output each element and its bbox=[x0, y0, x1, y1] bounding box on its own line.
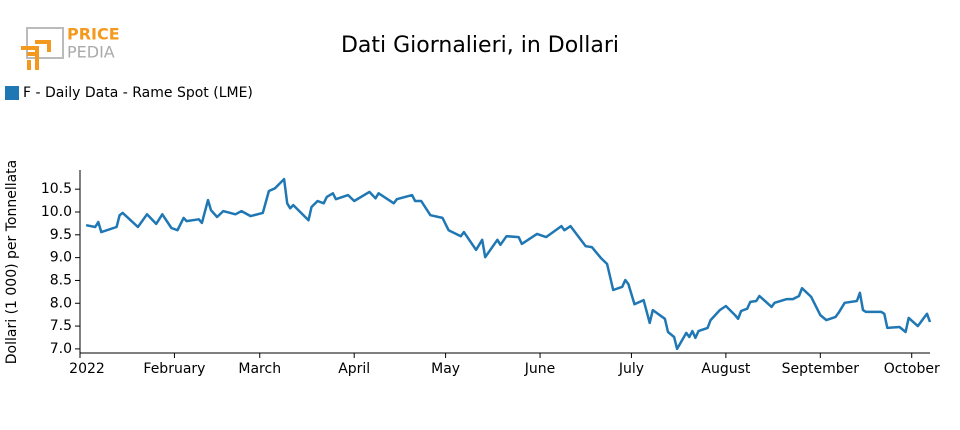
legend-label: F - Daily Data - Rame Spot (LME) bbox=[23, 85, 253, 101]
y-tick-label: 7.5 bbox=[50, 318, 72, 334]
legend-swatch bbox=[5, 86, 19, 100]
x-tick-label: April bbox=[338, 361, 370, 377]
y-tick-label: 10.0 bbox=[41, 204, 72, 220]
logo-top: PRICE bbox=[67, 25, 120, 44]
y-tick-label: 9.0 bbox=[50, 250, 72, 266]
x-tick-label: March bbox=[238, 361, 281, 377]
x-tick-label: September bbox=[782, 361, 860, 377]
series-line bbox=[85, 177, 932, 351]
y-tick-label: 9.5 bbox=[50, 227, 72, 243]
y-tick-label: 7.0 bbox=[50, 341, 72, 357]
logo: PRICE PEDIA bbox=[21, 25, 120, 70]
logo-frame bbox=[26, 27, 64, 59]
x-tick-label: August bbox=[701, 361, 751, 377]
x-tick-label: May bbox=[431, 361, 460, 377]
y-tick-label: 10.5 bbox=[41, 181, 72, 197]
x-tick-label: July bbox=[618, 361, 644, 377]
chart-title: Dati Giornalieri, in Dollari bbox=[341, 33, 619, 58]
x-tick-label: February bbox=[143, 361, 205, 377]
x-tick-label: October bbox=[884, 361, 940, 377]
logo-bottom: PEDIA bbox=[67, 43, 115, 62]
y-axis-label: Dollari (1 000) per Tonnellata bbox=[4, 160, 20, 364]
logo-mark bbox=[21, 40, 51, 70]
y-tick-label: 8.0 bbox=[50, 295, 72, 311]
y-tick-label: 8.5 bbox=[50, 272, 72, 288]
x-tick-label: June bbox=[524, 361, 556, 377]
x-tick-label: 2022 bbox=[69, 361, 105, 377]
